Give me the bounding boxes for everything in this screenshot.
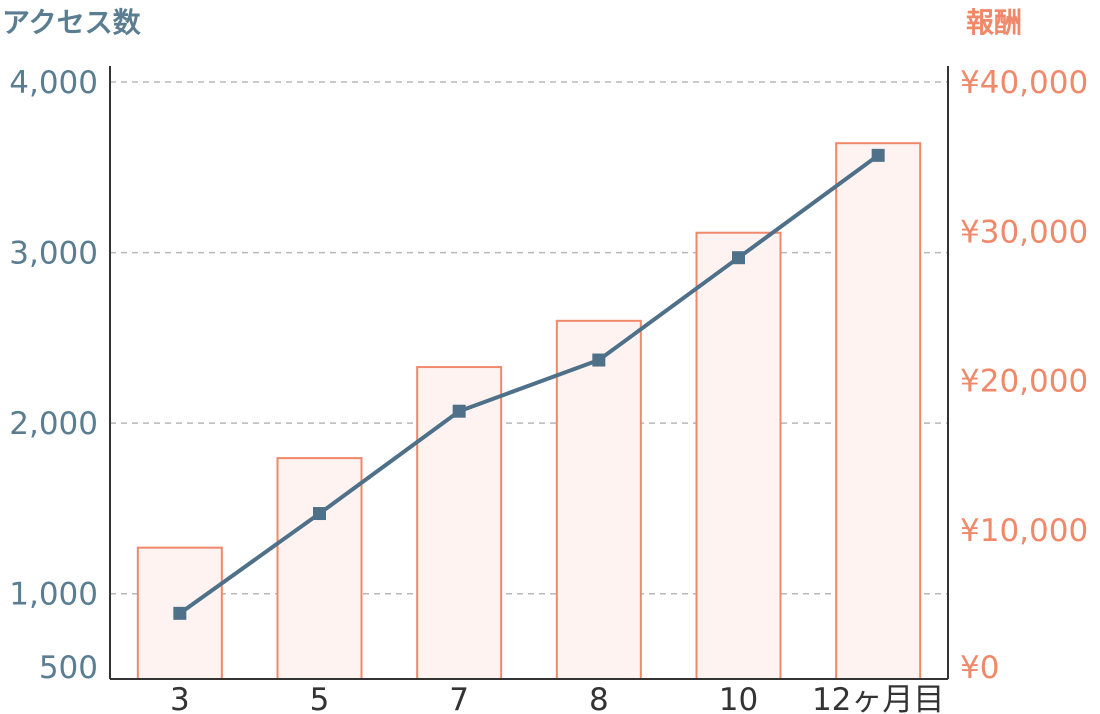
right-tick-label: ¥10,000 bbox=[960, 513, 1088, 549]
left-axis-ticks: 500 1,000 2,000 3,000 4,000 bbox=[9, 65, 98, 686]
line-point bbox=[871, 148, 885, 162]
right-axis-title: 報酬 bbox=[966, 6, 1022, 39]
x-axis-ticks: 3 5 7 8 10 12ヶ月目 bbox=[170, 682, 944, 714]
x-tick-label: 5 bbox=[310, 682, 330, 714]
left-axis-title: アクセス数 bbox=[2, 6, 142, 39]
line-point bbox=[173, 606, 187, 620]
left-tick-label: 500 bbox=[39, 650, 98, 686]
right-tick-label: ¥0 bbox=[960, 650, 999, 686]
right-axis-ticks: ¥0 ¥10,000 ¥20,000 ¥30,000 ¥40,000 bbox=[960, 65, 1088, 686]
line-series bbox=[173, 148, 885, 620]
left-tick-label: 4,000 bbox=[9, 65, 98, 101]
x-tick-label: 3 bbox=[170, 682, 190, 714]
series-line bbox=[178, 153, 880, 615]
x-tick-label: 7 bbox=[449, 682, 469, 714]
bar bbox=[695, 231, 782, 680]
axes bbox=[109, 66, 949, 680]
gridlines bbox=[110, 81, 948, 595]
line-point bbox=[732, 251, 745, 265]
x-tick-label: 8 bbox=[589, 682, 609, 714]
x-tick-label: 10 bbox=[719, 682, 758, 714]
x-tick-label: 12ヶ月目 bbox=[812, 682, 944, 714]
right-tick-label: ¥30,000 bbox=[960, 214, 1088, 250]
left-tick-label: 1,000 bbox=[9, 577, 98, 613]
bar-series bbox=[136, 142, 922, 680]
line-point bbox=[313, 507, 326, 521]
line-point bbox=[452, 404, 466, 418]
bar bbox=[416, 366, 503, 680]
left-tick-label: 3,000 bbox=[9, 236, 98, 272]
bar bbox=[835, 142, 922, 680]
bar bbox=[555, 319, 642, 680]
right-tick-label: ¥20,000 bbox=[960, 364, 1088, 400]
right-tick-label: ¥40,000 bbox=[960, 65, 1088, 101]
left-tick-label: 2,000 bbox=[9, 406, 98, 442]
line-point bbox=[592, 353, 606, 367]
